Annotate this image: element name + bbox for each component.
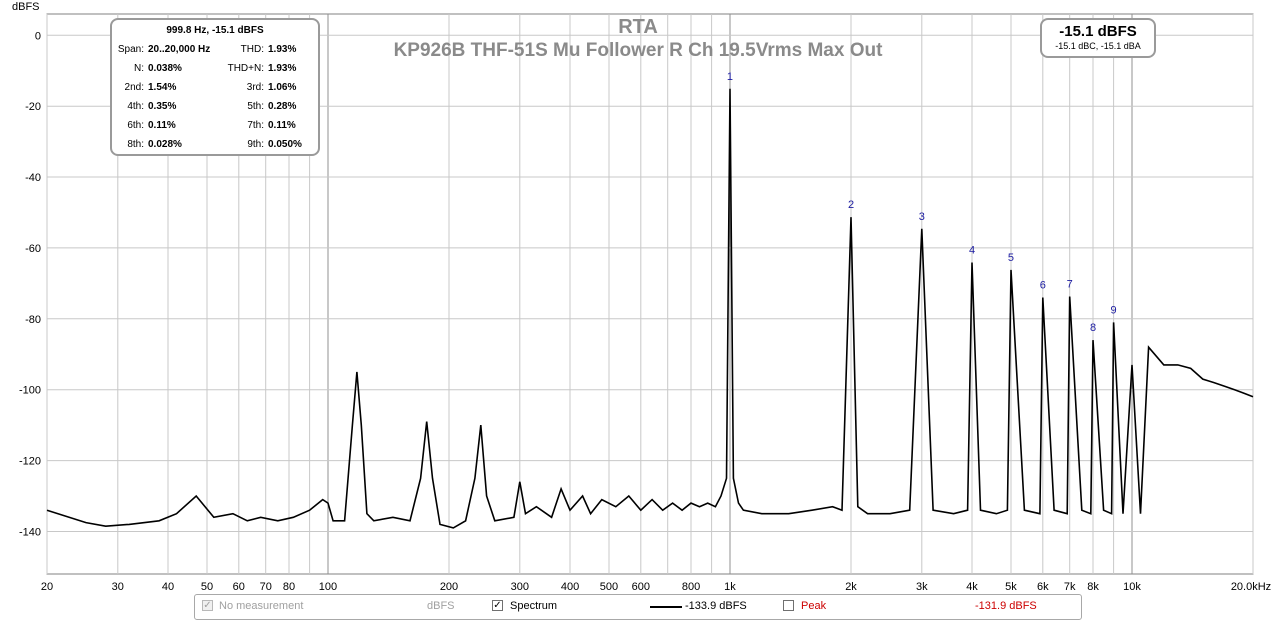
- chart-subtitle: KP926B THF-51S Mu Follower R Ch 19.5Vrms…: [394, 40, 884, 61]
- harmonic-marker-label: 3: [919, 211, 925, 223]
- info-label: N:: [134, 63, 144, 74]
- info-value: 1.06%: [268, 82, 297, 93]
- no-measurement-unit: dBFS: [427, 600, 455, 612]
- info-value: 20..20,000 Hz: [148, 44, 211, 55]
- x-tick-label: 80: [283, 581, 295, 593]
- info-label: 5th:: [247, 101, 264, 112]
- x-tick-label: 30: [112, 581, 124, 593]
- chart-title: RTA: [618, 16, 658, 38]
- x-tick-label: 800: [682, 581, 700, 593]
- y-tick-label: -120: [19, 456, 41, 468]
- info-label: THD+N:: [227, 63, 264, 74]
- info-value: 0.050%: [268, 139, 302, 150]
- x-tick-label: 200: [440, 581, 458, 593]
- x-tick-label: 500: [600, 581, 618, 593]
- x-tick-label: 2k: [845, 581, 857, 593]
- info-row: Span: 20..20,000 Hz THD: 1.93%: [112, 44, 318, 58]
- y-tick-label: -60: [25, 243, 41, 255]
- x-tick-label: 400: [561, 581, 579, 593]
- info-label: 3rd:: [246, 82, 264, 93]
- y-tick-label: -100: [19, 385, 41, 397]
- info-value: 0.28%: [268, 101, 297, 112]
- x-tick-label: 100: [319, 581, 337, 593]
- x-tick-label: 20: [41, 581, 53, 593]
- spectrum-value: -133.9 dBFS: [685, 600, 747, 612]
- info-value: 0.35%: [148, 101, 177, 112]
- y-tick-label: 0: [35, 30, 41, 42]
- info-label: THD:: [240, 44, 264, 55]
- x-tick-label: 8k: [1087, 581, 1099, 593]
- level-readout: -15.1 dBFS -15.1 dBC, -15.1 dBA: [1040, 18, 1156, 58]
- x-tick-label: 40: [162, 581, 174, 593]
- x-tick-label: 1k: [724, 581, 736, 593]
- x-tick-label: 4k: [966, 581, 978, 593]
- measurement-info-box: 999.8 Hz, -15.1 dBFS Span: 20..20,000 Hz T…: [110, 18, 320, 156]
- harmonic-marker-label: 6: [1040, 280, 1046, 292]
- x-tick-label: 60: [233, 581, 245, 593]
- info-header: 999.8 Hz, -15.1 dBFS: [166, 25, 264, 36]
- spectrum-checkbox[interactable]: ✓: [492, 600, 503, 611]
- info-value: 0.11%: [148, 120, 176, 131]
- series-spectrum-line: [46, 88, 1254, 529]
- info-row: 2nd: 1.54% 3rd: 1.06%: [112, 82, 318, 96]
- info-value: 1.54%: [148, 82, 177, 93]
- spectrum-label: Spectrum: [510, 600, 558, 612]
- peak-value: -131.9 dBFS: [975, 600, 1037, 612]
- info-value: 0.038%: [148, 63, 182, 74]
- info-row: 6th: 0.11% 7th: 0.11%: [112, 120, 318, 134]
- no-measurement-label: No measurement: [219, 600, 304, 612]
- peak-label: Peak: [801, 600, 827, 612]
- info-row: N: 0.038% THD+N: 1.93%: [112, 63, 318, 77]
- x-tick-label: 600: [632, 581, 650, 593]
- harmonic-marker-label: 5: [1008, 252, 1014, 264]
- legend-bar: ✓ No measurement dBFS ✓ Spectrum -133.9 …: [194, 594, 1082, 620]
- info-value: 1.93%: [268, 44, 297, 55]
- x-tick-label: 7k: [1064, 581, 1076, 593]
- x-tick-label: 20.0kHz: [1231, 581, 1271, 593]
- tick-labels: 20 30 40 50 60 70 80 100 200 300 400 500 600 800 1k 2k 3…: [19, 30, 1271, 593]
- y-tick-label: -140: [19, 526, 41, 538]
- x-tick-label: 6k: [1037, 581, 1049, 593]
- y-tick-label: -40: [25, 172, 41, 184]
- info-value: 0.028%: [148, 139, 182, 150]
- info-label: 4th:: [127, 101, 144, 112]
- info-label: 7th:: [247, 120, 264, 131]
- grid: [46, 14, 1254, 574]
- info-label: 8th:: [127, 139, 144, 150]
- harmonic-marker-label: 9: [1111, 304, 1117, 316]
- info-label: Span:: [117, 44, 144, 55]
- info-label: 6th:: [127, 120, 144, 131]
- peak-checkbox[interactable]: [783, 600, 794, 611]
- series: [46, 88, 1254, 529]
- no-measurement-checkbox[interactable]: ✓: [202, 600, 213, 611]
- harmonic-marker-label: 8: [1090, 322, 1096, 334]
- harmonic-markers: 1 2 3 4 5 6 7 8 9: [727, 71, 1117, 334]
- x-tick-label: 3k: [916, 581, 928, 593]
- x-tick-label: 5k: [1005, 581, 1017, 593]
- x-tick-label: 300: [511, 581, 529, 593]
- harmonic-marker-label: 1: [727, 71, 733, 83]
- x-tick-label: 10k: [1123, 581, 1141, 593]
- info-value: 0.11%: [268, 120, 296, 131]
- x-tick-label: 70: [260, 581, 272, 593]
- level-main: -15.1 dBFS: [1059, 23, 1137, 40]
- y-tick-label: -80: [25, 314, 41, 326]
- info-row: 4th: 0.35% 5th: 0.28%: [112, 101, 318, 115]
- level-sub: -15.1 dBC, -15.1 dBA: [1055, 41, 1141, 51]
- harmonic-marker-label: 4: [969, 244, 975, 256]
- info-label: 2nd:: [124, 82, 144, 93]
- harmonic-marker-label: 2: [848, 199, 854, 211]
- info-row: 8th: 0.028% 9th: 0.050%: [112, 139, 318, 153]
- info-value: 1.93%: [268, 63, 297, 74]
- info-label: 9th:: [247, 139, 264, 150]
- harmonic-marker-label: 7: [1067, 278, 1073, 290]
- spectrum-line-swatch: [650, 606, 682, 608]
- y-tick-label: -20: [25, 101, 41, 113]
- x-tick-label: 50: [201, 581, 213, 593]
- y-axis-label: dBFS: [12, 1, 40, 13]
